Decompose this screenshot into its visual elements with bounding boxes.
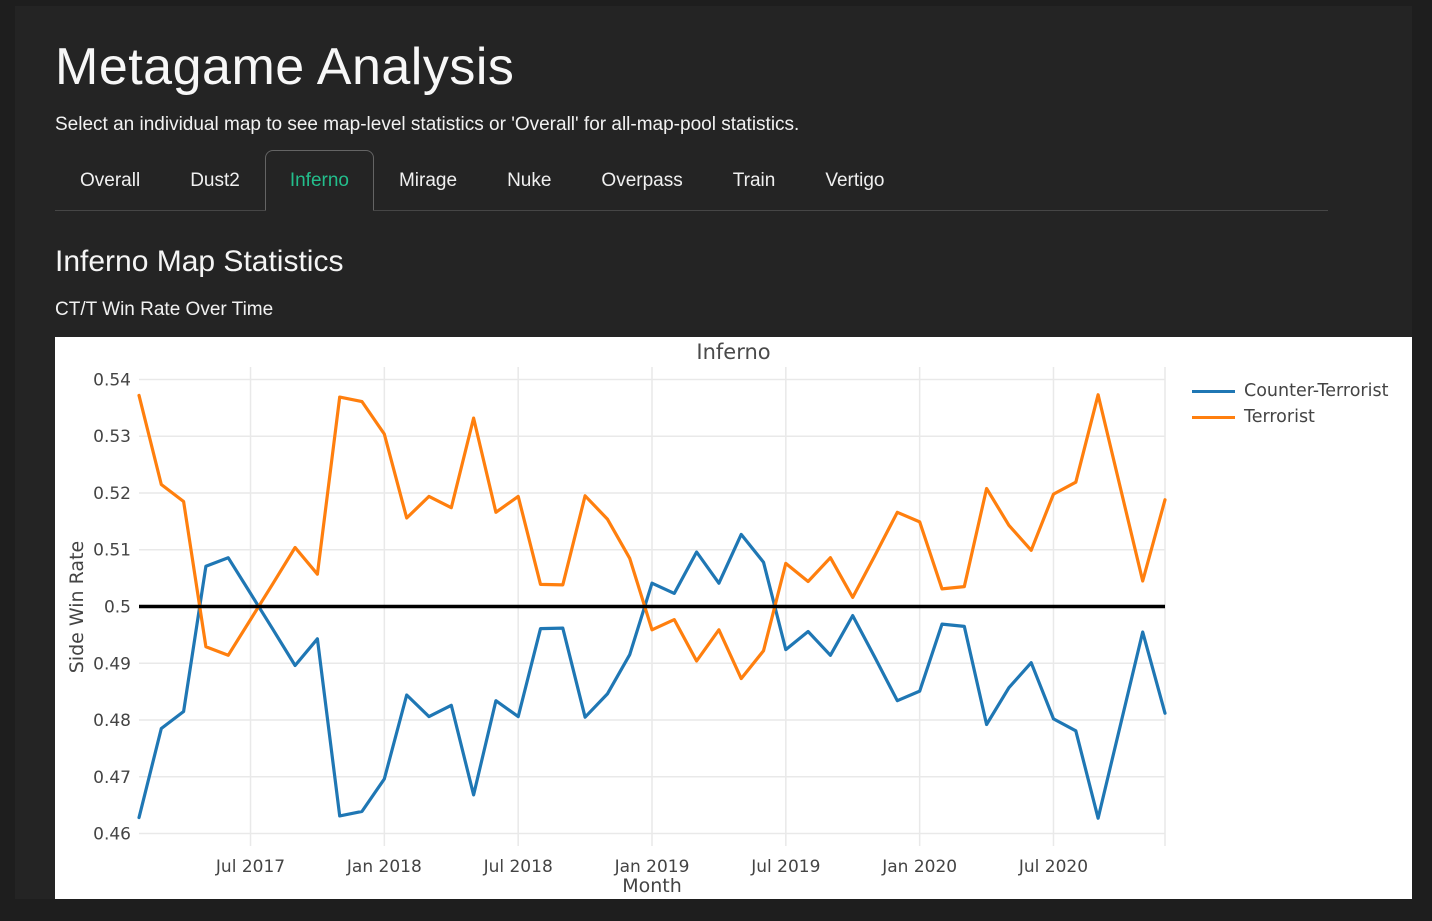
y-axis-title: Side Win Rate — [66, 540, 88, 674]
section-subheading: CT/T Win Rate Over Time — [55, 299, 274, 320]
x-tick-label: Jul 2020 — [1018, 857, 1088, 877]
legend-label-ct: Counter-Terrorist — [1244, 381, 1389, 401]
tab-mirage[interactable]: Mirage — [398, 170, 458, 191]
y-tick-label: 0.52 — [93, 484, 131, 504]
y-tick-label: 0.46 — [93, 825, 131, 845]
legend-item-terrorist[interactable]: Terrorist — [1192, 404, 1388, 430]
y-tick-label: 0.5 — [104, 598, 131, 618]
x-tick-label: Jan 2020 — [881, 857, 957, 877]
x-tick-label: Jan 2019 — [614, 857, 690, 877]
tab-dust2[interactable]: Dust2 — [190, 170, 240, 191]
t-line-swatch — [1192, 415, 1235, 419]
x-axis-title: Month — [622, 875, 682, 897]
tab-nuke[interactable]: Nuke — [507, 170, 552, 191]
x-tick-label: Jul 2017 — [215, 857, 285, 877]
ct-line-swatch — [1192, 389, 1235, 393]
tab-train[interactable]: Train — [732, 170, 776, 191]
tab-inferno[interactable]: Inferno — [264, 150, 374, 211]
legend-label-t: Terrorist — [1244, 407, 1315, 427]
y-tick-label: 0.54 — [93, 370, 131, 390]
map-tabs-bar: Overall Dust2 Inferno Mirage Nuke Overpa… — [55, 150, 1328, 211]
page-title: Metagame Analysis — [55, 38, 515, 96]
y-tick-label: 0.48 — [93, 711, 131, 731]
x-tick-label: Jul 2018 — [483, 857, 553, 877]
chart-legend: Counter-Terrorist Terrorist — [1192, 378, 1388, 430]
tab-overall[interactable]: Overall — [80, 170, 141, 191]
legend-item-counter-terrorist[interactable]: Counter-Terrorist — [1192, 378, 1388, 404]
tab-vertigo[interactable]: Vertigo — [825, 170, 885, 191]
winrate-chart[interactable]: 0.46 0.47 0.48 0.49 0.5 0.51 0.52 0.53 0.54 Jul 2… — [55, 337, 1412, 899]
page-subtitle: Select an individual map to see map-leve… — [55, 114, 800, 135]
y-tick-label: 0.49 — [93, 654, 131, 674]
y-tick-label: 0.51 — [93, 541, 131, 561]
content-container: Metagame Analysis Select an individual m… — [15, 6, 1412, 899]
chart-title: Inferno — [696, 340, 771, 364]
y-tick-label: 0.53 — [93, 427, 131, 447]
winrate-chart-svg[interactable]: 0.46 0.47 0.48 0.49 0.5 0.51 0.52 0.53 0.54 Jul 2… — [55, 337, 1412, 899]
section-heading: Inferno Map Statistics — [55, 245, 344, 278]
ct-line — [137, 532, 1167, 820]
tab-overpass[interactable]: Overpass — [601, 170, 683, 191]
t-line — [137, 393, 1167, 681]
x-tick-label: Jan 2018 — [346, 857, 422, 877]
y-tick-label: 0.47 — [93, 768, 131, 788]
x-tick-label: Jul 2019 — [750, 857, 820, 877]
